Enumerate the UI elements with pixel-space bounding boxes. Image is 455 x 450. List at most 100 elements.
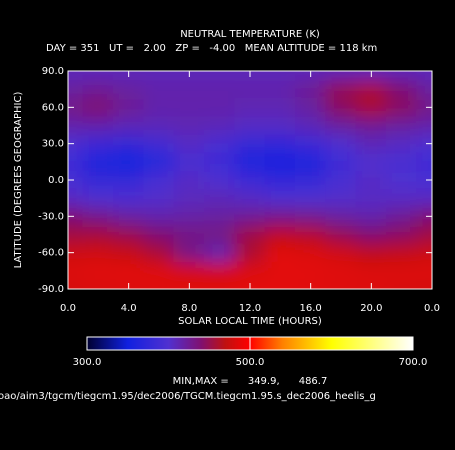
heat-cell [386,170,418,190]
heat-cell [68,134,84,154]
heat-cell [325,79,357,99]
heat-cell [264,97,296,117]
x-tick-label: 4.0 [121,303,137,314]
heat-cell [113,115,145,136]
heat-cell [113,134,145,154]
heat-cell [264,206,296,226]
heat-cell [173,243,205,263]
y-tick-label: -60.0 [38,248,64,259]
heat-cell [173,188,205,208]
heat-cell [264,279,296,289]
heat-cell [82,224,114,245]
heat-cell [143,97,175,117]
heat-cell [416,261,432,281]
heat-cell [416,170,432,190]
heat-cell [325,243,357,263]
heat-cell [386,206,418,226]
y-tick-label: 90.0 [42,66,64,77]
heat-cell [355,170,387,190]
heat-cell [173,224,205,245]
x-tick-label: 8.0 [181,303,197,314]
heat-cell [82,152,114,172]
y-axis-label: LATITUDE (DEGREES GEOGRAPHIC) [13,92,24,269]
x-tick-label: 0.0 [60,303,76,314]
heat-cell [234,152,266,172]
y-tick-label: -90.0 [38,284,64,295]
heat-cell [234,224,266,245]
heat-cell [204,115,236,136]
heat-cell [68,79,84,99]
heat-cell [386,152,418,172]
heat-cell [204,97,236,117]
heat-cell [295,152,327,172]
heat-cell [82,97,114,117]
heat-cell [82,170,114,190]
heat-cell [416,279,432,289]
y-tick-label: 0.0 [48,175,64,186]
heat-cell [386,261,418,281]
heat-cell [386,224,418,245]
heat-cell [325,206,357,226]
heat-cell [234,261,266,281]
x-tick-label: 0.0 [424,303,440,314]
heat-cell [113,170,145,190]
heat-cell [264,170,296,190]
heat-cell [204,279,236,289]
heat-cell [264,224,296,245]
heat-cell [295,243,327,263]
heat-cell [68,279,84,289]
heat-cell [325,261,357,281]
heat-cell [234,243,266,263]
heat-cell [234,79,266,99]
heat-cell [143,170,175,190]
heat-cell [234,206,266,226]
heat-cell [295,97,327,117]
heat-cell [416,79,432,99]
heat-cell [325,279,357,289]
heat-cell [355,188,387,208]
heat-cell [143,206,175,226]
heat-cell [355,79,387,99]
minmax-text: MIN,MAX = 349.9, 486.7 [173,376,328,387]
heat-cell [295,79,327,99]
y-tick-label: 30.0 [42,139,64,150]
heatmap [68,71,432,289]
heat-cell [173,79,205,99]
heat-cell [113,188,145,208]
heat-cell [295,188,327,208]
heat-cell [386,79,418,99]
heat-cell [82,188,114,208]
heat-cell [82,206,114,226]
y-tick-label: 60.0 [42,102,64,113]
heat-cell [68,97,84,117]
colorbar-tick-label: 700.0 [399,357,428,368]
heat-cell [82,134,114,154]
heat-cell [143,134,175,154]
heat-cell [295,170,327,190]
heat-cell [173,206,205,226]
heat-cell [264,261,296,281]
heat-cell [355,134,387,154]
heat-cell [264,152,296,172]
heat-cell [416,115,432,136]
heat-cell [113,243,145,263]
heat-cell [68,71,84,81]
heat-cell [325,71,357,81]
heat-cell [82,79,114,99]
heat-cell [295,134,327,154]
heat-cell [386,97,418,117]
heat-cell [173,97,205,117]
heat-cell [264,79,296,99]
heat-cell [295,261,327,281]
heat-cell [204,206,236,226]
heat-cell [416,188,432,208]
chart-subtitle: DAY = 351 UT = 2.00 ZP = -4.00 MEAN ALTI… [46,43,377,54]
heat-cell [355,224,387,245]
heat-cell [416,243,432,263]
heat-cell [355,261,387,281]
heat-cell [143,152,175,172]
heat-cell [68,206,84,226]
heat-cell [204,243,236,263]
heat-cell [386,134,418,154]
chart-title: NEUTRAL TEMPERATURE (K) [180,29,320,40]
